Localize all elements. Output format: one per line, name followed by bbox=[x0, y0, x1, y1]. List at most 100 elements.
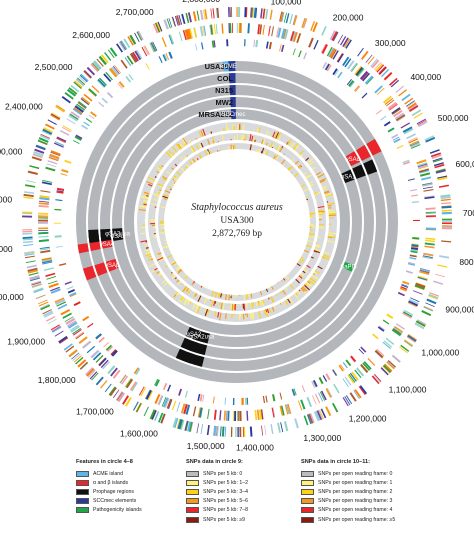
snp-tick bbox=[298, 166, 302, 169]
snp-tick bbox=[190, 147, 195, 153]
gene-tick bbox=[429, 149, 440, 154]
snp-tick bbox=[176, 292, 180, 296]
gene-tick bbox=[350, 62, 358, 72]
snp-tick bbox=[264, 309, 267, 313]
snp-tick bbox=[327, 234, 334, 237]
snp-tick bbox=[198, 143, 203, 149]
snp-tick bbox=[171, 271, 173, 274]
snp-tick bbox=[307, 280, 311, 284]
gene-tick bbox=[376, 64, 385, 73]
gene-tick bbox=[375, 109, 382, 115]
gene-tick bbox=[392, 328, 402, 336]
snp-tick bbox=[327, 235, 335, 238]
snp-tick bbox=[280, 291, 283, 294]
legend-label: SNPs per 5 kb: 5–6 bbox=[203, 498, 248, 505]
gene-tick bbox=[171, 400, 177, 411]
gene-tick bbox=[79, 74, 88, 83]
gene-tick bbox=[166, 18, 171, 29]
snp-tick bbox=[174, 277, 177, 280]
gene-tick bbox=[411, 194, 419, 197]
gene-tick bbox=[393, 110, 403, 118]
snp-tick bbox=[175, 143, 181, 150]
island-arc bbox=[341, 169, 355, 184]
gene-tick bbox=[410, 297, 420, 303]
gene-tick bbox=[116, 43, 124, 53]
gene-tick bbox=[22, 238, 33, 241]
gene-tick bbox=[315, 393, 321, 404]
snp-tick bbox=[171, 183, 175, 186]
snp-tick bbox=[185, 287, 190, 292]
snp-tick bbox=[268, 297, 270, 300]
snp-tick bbox=[280, 302, 284, 306]
snp-tick bbox=[313, 249, 320, 254]
snp-tick bbox=[299, 150, 304, 156]
gene-tick bbox=[157, 395, 163, 405]
gene-tick bbox=[196, 423, 200, 434]
gene-tick bbox=[410, 247, 419, 250]
gene-tick bbox=[340, 364, 345, 371]
gene-tick bbox=[31, 156, 42, 162]
gene-tick bbox=[387, 359, 397, 368]
gene-tick bbox=[316, 410, 323, 421]
gene-tick bbox=[434, 163, 445, 169]
gene-tick bbox=[342, 397, 349, 407]
gene-tick bbox=[199, 9, 204, 21]
gene-tick bbox=[419, 269, 430, 273]
gene-tick bbox=[345, 39, 352, 49]
gene-tick bbox=[39, 248, 50, 251]
gene-tick bbox=[390, 79, 400, 88]
gene-tick bbox=[165, 398, 170, 408]
gene-tick bbox=[370, 58, 378, 68]
gene-tick bbox=[408, 105, 419, 112]
gene-tick bbox=[408, 138, 419, 144]
gene-tick bbox=[158, 56, 163, 63]
snp-tick bbox=[249, 144, 252, 151]
gene-tick bbox=[38, 235, 49, 238]
snp-tick bbox=[274, 131, 279, 139]
gene-tick bbox=[128, 73, 134, 81]
gene-tick bbox=[45, 316, 56, 322]
snp-tick bbox=[265, 309, 268, 313]
snp-tick bbox=[296, 263, 301, 267]
snp-tick bbox=[308, 279, 315, 286]
gene-tick bbox=[424, 135, 435, 141]
gene-tick bbox=[114, 64, 121, 74]
snp-tick bbox=[299, 274, 303, 278]
gene-tick bbox=[404, 339, 414, 346]
gene-tick bbox=[55, 299, 66, 306]
gene-tick bbox=[183, 403, 188, 415]
snp-tick bbox=[176, 279, 180, 283]
snp-tick bbox=[268, 132, 271, 137]
snp-tick bbox=[214, 311, 217, 316]
legend-swatch bbox=[186, 498, 199, 505]
gene-tick bbox=[136, 402, 142, 413]
gene-tick bbox=[382, 341, 391, 349]
position-label: 900,000 bbox=[445, 305, 474, 315]
gene-tick bbox=[106, 91, 114, 99]
gene-tick bbox=[293, 15, 298, 26]
snp-tick bbox=[147, 176, 155, 182]
snp-tick bbox=[163, 178, 167, 181]
gene-tick bbox=[366, 76, 374, 85]
gene-tick bbox=[203, 9, 206, 20]
gene-tick bbox=[371, 375, 380, 384]
gene-tick bbox=[407, 136, 418, 142]
snp-tick bbox=[303, 284, 306, 286]
gene-tick bbox=[103, 73, 112, 83]
gene-tick bbox=[419, 270, 430, 276]
gene-tick bbox=[216, 426, 219, 437]
gene-tick bbox=[74, 135, 82, 141]
gene-tick bbox=[70, 84, 80, 93]
snp-tick bbox=[195, 304, 199, 308]
gene-tick bbox=[383, 71, 393, 81]
gene-tick bbox=[318, 377, 324, 385]
gene-tick bbox=[54, 297, 65, 303]
gene-tick bbox=[414, 284, 425, 290]
gene-tick bbox=[108, 386, 117, 396]
gene-tick bbox=[344, 396, 351, 406]
gene-tick bbox=[367, 357, 376, 366]
gene-tick bbox=[281, 12, 285, 23]
legend-swatch bbox=[186, 507, 199, 514]
gene-tick bbox=[376, 87, 385, 96]
legend-feature-item: SCCmec elements bbox=[76, 497, 142, 506]
